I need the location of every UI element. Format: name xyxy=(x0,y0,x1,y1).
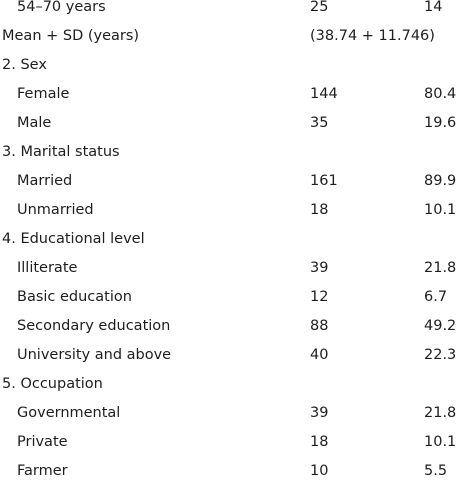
table-row: 5. Occupation xyxy=(0,370,474,399)
count-cell: (38.74 + 11.746) xyxy=(310,28,435,44)
percent-cell: 21.8 xyxy=(424,260,457,276)
count-cell: 39 xyxy=(310,260,329,276)
count-cell: 88 xyxy=(310,318,329,334)
percent-cell: 80.4 xyxy=(424,86,457,102)
table-row: Mean + SD (years) (38.74 + 11.746) xyxy=(0,22,474,51)
row-label: Basic education xyxy=(17,289,132,305)
count-cell: 39 xyxy=(310,405,329,421)
table-row: Farmer 10 5.5 xyxy=(0,457,474,486)
row-label: 54–70 years xyxy=(17,0,106,15)
row-label: Governmental xyxy=(17,405,121,421)
percent-cell: 19.6 xyxy=(424,115,457,131)
count-cell: 40 xyxy=(310,347,329,363)
row-label: Secondary education xyxy=(17,318,171,334)
percent-cell: 14 xyxy=(424,0,443,15)
row-label: Married xyxy=(17,173,73,189)
percent-cell: 10.1 xyxy=(424,202,457,218)
table-row: Married 161 89.9 xyxy=(0,167,474,196)
table-row: Governmental 39 21.8 xyxy=(0,399,474,428)
percent-cell: 22.3 xyxy=(424,347,457,363)
table-row: Secondary education 88 49.2 xyxy=(0,312,474,341)
table-row: Male 35 19.6 xyxy=(0,109,474,138)
section-label: 3. Marital status xyxy=(2,144,120,160)
table-row: Basic education 12 6.7 xyxy=(0,283,474,312)
table-row: Private 18 10.1 xyxy=(0,428,474,457)
count-cell: 161 xyxy=(310,173,338,189)
percent-cell: 10.1 xyxy=(424,434,457,450)
percent-cell: 6.7 xyxy=(424,289,448,305)
count-cell: 25 xyxy=(310,0,329,15)
percent-cell: 89.9 xyxy=(424,173,457,189)
table-row: 3. Marital status xyxy=(0,138,474,167)
percent-cell: 21.8 xyxy=(424,405,457,421)
count-cell: 144 xyxy=(310,86,338,102)
section-label: 5. Occupation xyxy=(2,376,103,392)
count-cell: 35 xyxy=(310,115,329,131)
table-row: Unmarried 18 10.1 xyxy=(0,196,474,225)
row-label: Unmarried xyxy=(17,202,94,218)
count-cell: 10 xyxy=(310,463,329,479)
section-label: 2. Sex xyxy=(2,57,47,73)
table-row: University and above 40 22.3 xyxy=(0,341,474,370)
count-cell: 12 xyxy=(310,289,329,305)
row-label: Illiterate xyxy=(17,260,78,276)
table-row: 2. Sex xyxy=(0,51,474,80)
percent-cell: 49.2 xyxy=(424,318,457,334)
row-label: Private xyxy=(17,434,68,450)
table-row: 4. Educational level xyxy=(0,225,474,254)
count-cell: 18 xyxy=(310,434,329,450)
table-row: 54–70 years 25 14 xyxy=(0,0,474,22)
percent-cell: 5.5 xyxy=(424,463,448,479)
count-cell: 18 xyxy=(310,202,329,218)
row-label: Farmer xyxy=(17,463,68,479)
row-label: Female xyxy=(17,86,70,102)
table-row: Female 144 80.4 xyxy=(0,80,474,109)
row-label: University and above xyxy=(17,347,172,363)
row-label: Male xyxy=(17,115,52,131)
section-label: 4. Educational level xyxy=(2,231,145,247)
table-row: Illiterate 39 21.8 xyxy=(0,254,474,283)
section-label: Mean + SD (years) xyxy=(2,28,140,44)
